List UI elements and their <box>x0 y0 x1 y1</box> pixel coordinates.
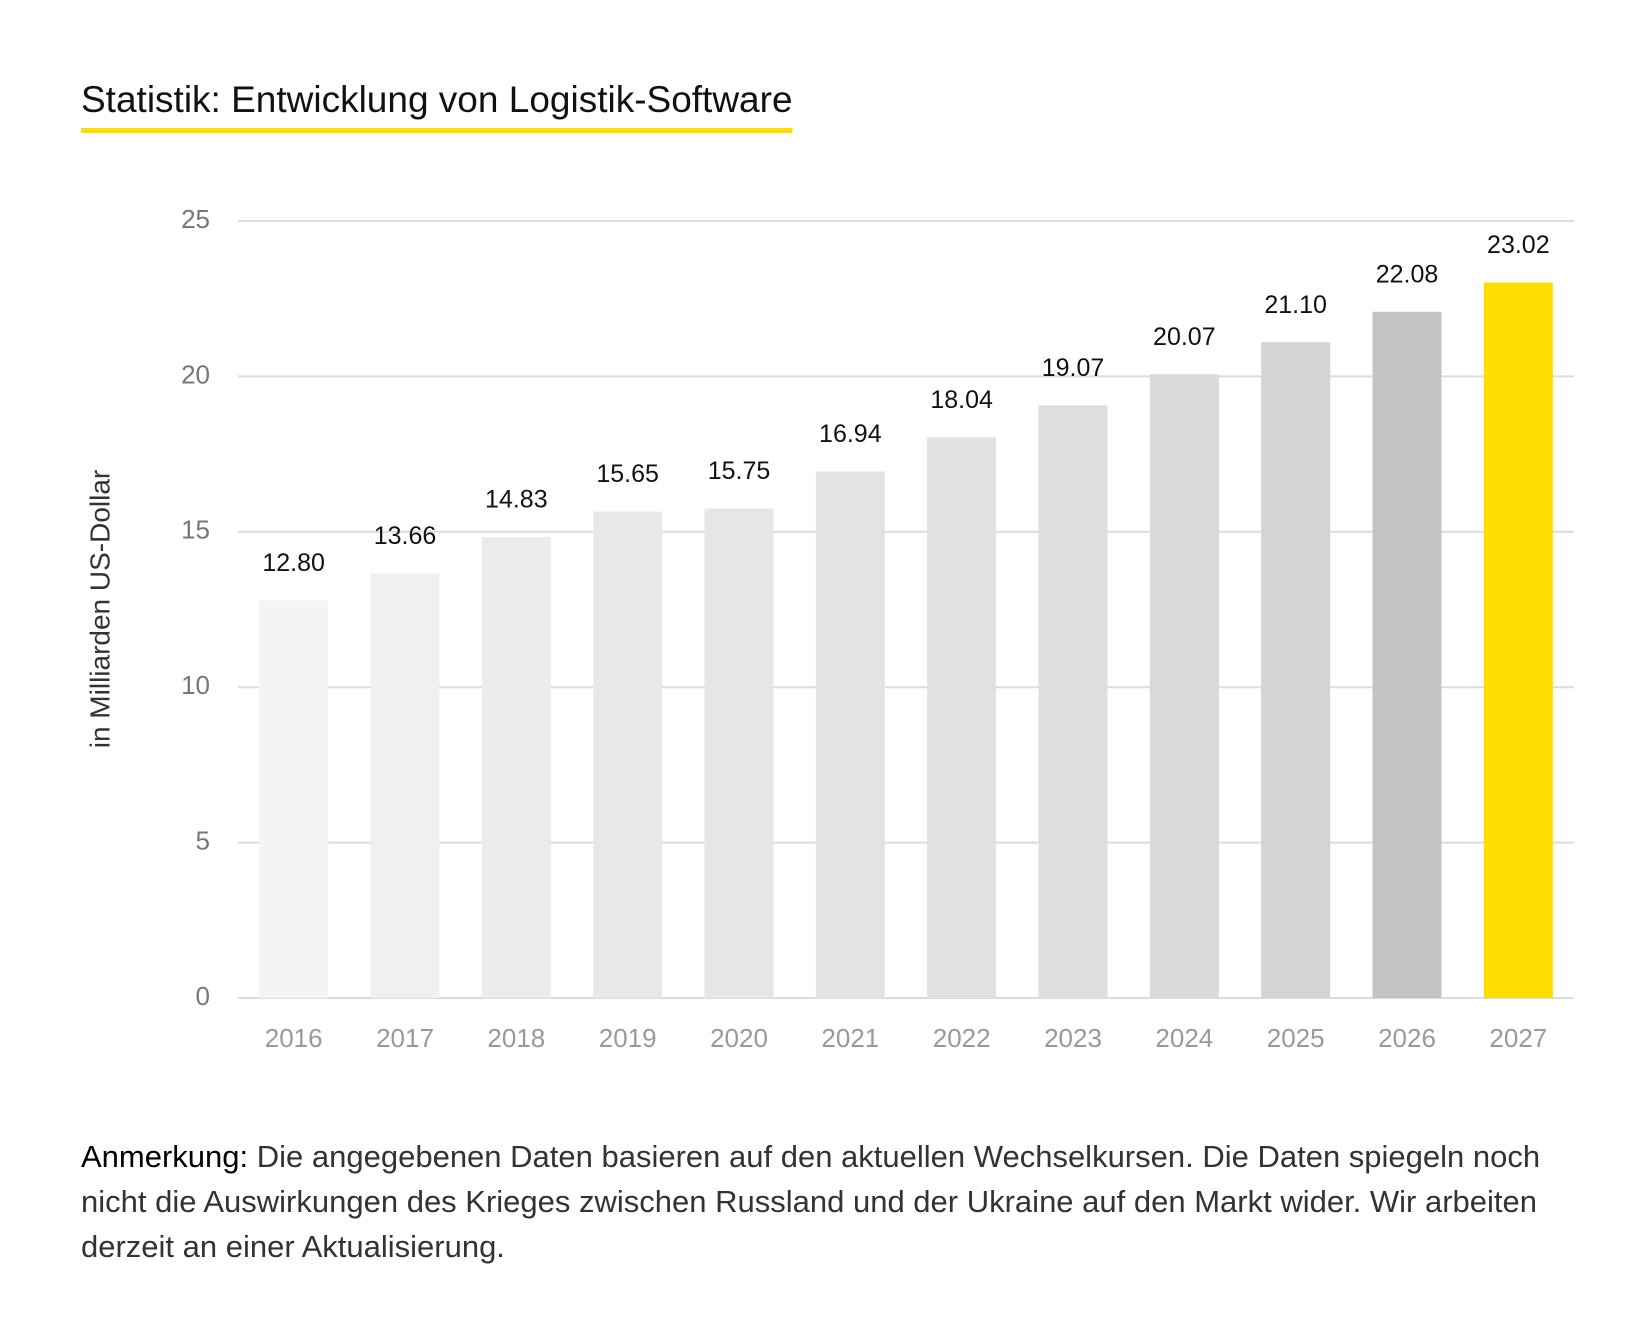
bar <box>815 471 885 999</box>
bar <box>1261 342 1331 998</box>
x-tick-label: 2023 <box>1044 1023 1102 1053</box>
note-text: Die angegebenen Daten basieren auf den a… <box>81 1139 1541 1264</box>
bar <box>1483 282 1553 998</box>
bar <box>370 573 440 998</box>
value-label: 19.07 <box>1042 354 1105 382</box>
value-label: 15.65 <box>596 460 659 488</box>
x-tick-label: 2022 <box>933 1023 991 1053</box>
note: Anmerkung: Die angegebenen Daten basiere… <box>81 1134 1571 1269</box>
bar <box>927 437 997 999</box>
chart: Statistik: Entwicklung von Logistik-Soft… <box>81 79 1574 1053</box>
x-tick-label: 2026 <box>1378 1023 1436 1053</box>
title-underline <box>81 128 793 133</box>
x-tick-label: 2021 <box>821 1023 879 1053</box>
value-label: 23.02 <box>1487 231 1550 259</box>
bar <box>1372 311 1442 998</box>
chart-title: Statistik: Entwicklung von Logistik-Soft… <box>81 79 793 120</box>
bar <box>481 537 551 998</box>
value-label: 22.08 <box>1376 260 1439 288</box>
value-label: 16.94 <box>819 420 882 448</box>
x-tick-label: 2024 <box>1155 1023 1213 1053</box>
bar <box>1149 374 1219 999</box>
y-tick-label: 0 <box>196 981 210 1011</box>
y-tick-label: 10 <box>181 670 210 700</box>
value-label: 13.66 <box>374 522 437 550</box>
value-label: 18.04 <box>930 386 993 414</box>
y-tick-label: 5 <box>196 825 210 855</box>
value-label: 20.07 <box>1153 323 1216 351</box>
bar <box>1038 405 1108 998</box>
x-tick-label: 2018 <box>487 1023 545 1053</box>
bar <box>259 600 329 998</box>
x-tick-label: 2027 <box>1489 1023 1547 1053</box>
bar <box>593 511 663 998</box>
y-tick-label: 20 <box>181 359 210 389</box>
x-tick-label: 2020 <box>710 1023 768 1053</box>
y-tick-label: 15 <box>181 515 210 545</box>
x-tick-label: 2016 <box>265 1023 323 1053</box>
bar <box>704 508 774 998</box>
value-label: 12.80 <box>262 549 325 577</box>
y-tick-label: 25 <box>181 204 210 234</box>
note-label: Anmerkung: <box>81 1139 249 1174</box>
x-tick-label: 2025 <box>1267 1023 1325 1053</box>
x-tick-label: 2019 <box>599 1023 657 1053</box>
value-label: 21.10 <box>1264 291 1327 319</box>
x-tick-label: 2017 <box>376 1023 434 1053</box>
value-label: 15.75 <box>708 457 771 485</box>
y-axis-label: in Milliarden US-Dollar <box>84 470 115 749</box>
value-label: 14.83 <box>485 486 548 514</box>
